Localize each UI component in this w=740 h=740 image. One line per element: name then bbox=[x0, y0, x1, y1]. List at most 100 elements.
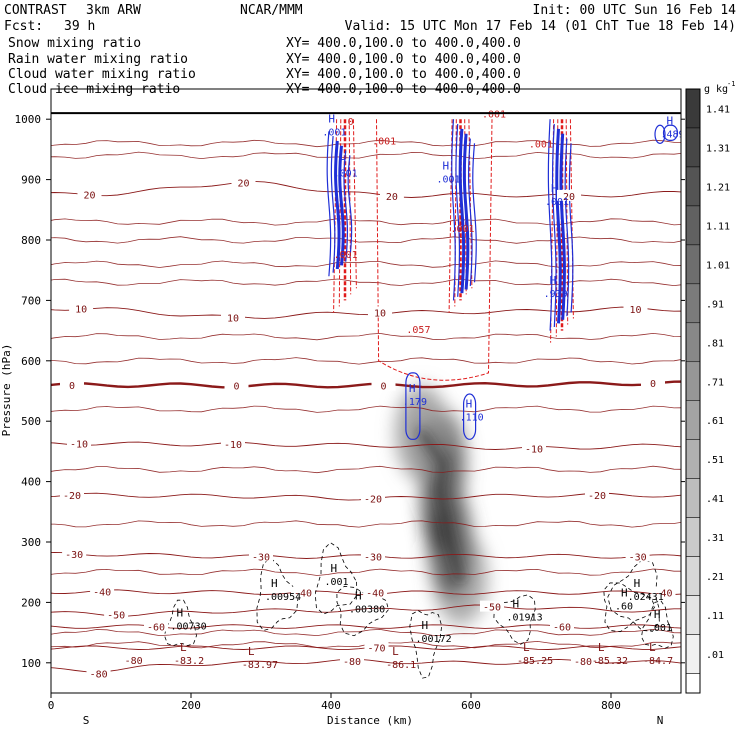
isotherm-label-bg bbox=[104, 608, 129, 620]
y-tick-label: 400 bbox=[21, 476, 41, 489]
cloud-ice-high-label: .00954 bbox=[265, 592, 301, 603]
isotherm-line bbox=[51, 645, 681, 650]
cloud-water-contours bbox=[326, 119, 679, 440]
cloud-ice-high-label-marker: H bbox=[177, 607, 184, 620]
isotherm-label-bg bbox=[623, 302, 648, 314]
contour-labels: -80 -80 -80 -80 -70 -60 -60 -50 -50 -40 -40 -40 -40 -… bbox=[60, 109, 685, 681]
y-tick-label: 1000 bbox=[15, 113, 42, 126]
isotherm-line-unlabeled bbox=[51, 465, 681, 474]
isotherm-label-bg bbox=[231, 176, 256, 188]
isotherm-label-bg bbox=[221, 311, 245, 323]
isotherm-line-unlabeled bbox=[51, 520, 681, 528]
rain-water-contours bbox=[333, 119, 574, 381]
cloud-water-high-label-marker: H bbox=[409, 382, 416, 395]
field-legend: Snow mixing ratio XY= 400.0,100.0 to 400… bbox=[8, 36, 521, 97]
colorbar-level-label: .81 bbox=[706, 338, 724, 349]
plot-area: -80 -80 -80 -80 -70 -60 -60 -50 -50 -40 -40 -40 -40 -… bbox=[51, 109, 685, 681]
colorbar-swatch bbox=[685, 478, 701, 518]
isotherm-label: -70 bbox=[367, 644, 385, 655]
colorbar-level-label: 1.11 bbox=[706, 221, 730, 232]
cloud-ice-high-label-marker: H bbox=[355, 590, 362, 603]
model-name: CONTRAST bbox=[4, 3, 67, 18]
isotherm-label: 10 bbox=[374, 308, 386, 319]
legend-cloud-water: Cloud water mixing ratio bbox=[8, 67, 196, 82]
cloud-water-cell bbox=[654, 124, 666, 144]
cloud-water-contour bbox=[343, 150, 348, 262]
isotherm-line bbox=[51, 180, 681, 198]
colorbar-swatch bbox=[685, 517, 701, 557]
y-tick-label: 300 bbox=[21, 536, 41, 549]
isotherm-label-bg bbox=[480, 600, 504, 612]
y-tick-label: 500 bbox=[21, 415, 41, 428]
colorbar-level-label: 1.31 bbox=[706, 143, 730, 154]
isotherm-line bbox=[51, 441, 681, 450]
cloud-water-contour bbox=[455, 123, 461, 297]
cloud-water-high-label: .001 bbox=[322, 127, 346, 138]
cloud-ice-contour bbox=[603, 582, 656, 633]
cloud-water-contour bbox=[551, 123, 557, 328]
temperature-low-label: -84.7 bbox=[643, 656, 673, 667]
cloud-water-cell bbox=[463, 393, 477, 440]
colorbar-swatch bbox=[685, 400, 701, 440]
cloud-water-high-label: .179 bbox=[403, 397, 427, 408]
cloud-water-high-label-marker: H bbox=[443, 160, 450, 173]
isotherm-label-bg bbox=[641, 377, 665, 389]
colorbar-swatch bbox=[685, 595, 701, 635]
isotherm-label-bg bbox=[144, 620, 168, 632]
y-tick-label: 800 bbox=[21, 234, 41, 247]
isotherm-label: 10 bbox=[629, 305, 641, 316]
isotherm-label-bg bbox=[340, 654, 364, 666]
colorbar-level-label: 1.41 bbox=[706, 104, 730, 115]
legend-cloud-water-xy: XY= 400.0,100.0 to 400.0,400.0 bbox=[286, 67, 521, 82]
isotherm-label: 20 bbox=[563, 192, 575, 203]
cloud-water-high-label: .489 bbox=[661, 129, 685, 140]
cloud-water-cell bbox=[662, 124, 679, 141]
isotherm-label: 20 bbox=[83, 191, 95, 202]
isotherm-label-bg bbox=[62, 548, 87, 560]
isotherm-line-unlabeled bbox=[51, 139, 681, 148]
isotherm-label-bg bbox=[121, 653, 146, 665]
cloud-water-contour bbox=[568, 143, 574, 313]
cloud-water-high-label-marker: H bbox=[340, 154, 347, 167]
isotherm-label-bg bbox=[77, 188, 102, 200]
cloud-water-high-label: .001 bbox=[545, 197, 569, 208]
isotherm-line-unlabeled bbox=[51, 405, 681, 413]
isotherm-line bbox=[51, 624, 681, 629]
cloud-ice-contour bbox=[256, 557, 299, 631]
isotherm-label: -30 bbox=[65, 550, 83, 561]
isotherm-label: 0 bbox=[380, 382, 386, 393]
isotherm-label: 0 bbox=[69, 381, 75, 392]
cloud-water-contour bbox=[451, 119, 456, 301]
colorbar: 1.41 1.31 1.21 1.11 1.01 .91 .81 .71 .61 .51 .41 .3… bbox=[685, 88, 730, 694]
isotherm-label-bg bbox=[363, 586, 388, 598]
cloud-ice-contour bbox=[607, 559, 660, 632]
x-axis-north-label: N bbox=[657, 714, 664, 727]
x-tick-label: 600 bbox=[461, 699, 481, 712]
isotherm-label: -40 bbox=[93, 588, 111, 599]
isotherm-label-bg bbox=[60, 378, 84, 390]
cloud-ice-high-label: .02431 bbox=[628, 592, 664, 603]
colorbar-unit: g kg bbox=[704, 84, 728, 95]
cloud-ice-high-label: .00380 bbox=[349, 605, 385, 616]
legend-rain: Rain water mixing ratio bbox=[8, 52, 188, 67]
x-tick-label: 200 bbox=[181, 699, 201, 712]
isotherm-label: -20 bbox=[63, 491, 81, 502]
isotherm-line-unlabeled bbox=[51, 218, 681, 226]
cloud-water-contour bbox=[462, 133, 470, 290]
isotherm-label: -40 bbox=[654, 589, 672, 600]
cloud-water-contour bbox=[559, 133, 566, 320]
rain-water-label: .001 bbox=[482, 109, 506, 120]
cloud-water-high-label: .001 bbox=[334, 169, 358, 180]
isotherm-label-bg bbox=[67, 437, 91, 449]
cloud-water-high-label-marker: H bbox=[667, 114, 674, 127]
isotherm-label: -10 bbox=[224, 440, 242, 451]
isotherm-label-bg bbox=[249, 550, 273, 562]
colorbar-swatch-blank bbox=[685, 673, 701, 694]
isotherm-label-bg bbox=[550, 620, 574, 632]
temperature-low-label-marker: L bbox=[392, 645, 399, 658]
isotherm-line-unlabeled bbox=[51, 640, 681, 649]
isotherm-line-unlabeled bbox=[51, 568, 681, 576]
isotherm-label: -40 bbox=[294, 589, 312, 600]
colorbar-swatch bbox=[685, 205, 701, 246]
